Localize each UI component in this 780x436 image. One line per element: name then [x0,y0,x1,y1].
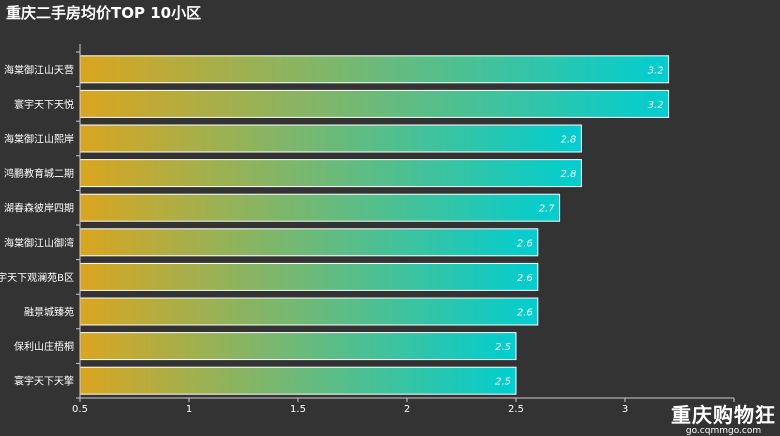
data-label: 2.5 [495,377,511,388]
bar [79,332,517,361]
x-tick-label: 2 [404,404,410,415]
bar [79,124,582,153]
y-tick-label: 寰宇天下天悦 [14,98,74,111]
y-tick-label: 宇天下观澜苑B区 [0,271,74,284]
chart-title: 重庆二手房均价TOP 10小区 [6,4,202,22]
y-tick-label: 海棠御江山天营 [4,63,74,76]
bar [79,55,670,84]
y-tick-label: 寰宇天下天擎 [14,375,74,388]
bar [79,262,539,291]
axis-layer: 0.5 1 1.5 2 2.5 3 [72,44,735,415]
data-label: 3.2 [648,100,664,111]
watermark-text: 重庆购物狂 [671,403,776,427]
x-tick-label: 1 [186,404,192,415]
y-tick-label: 海棠御江山熙岸 [4,133,74,146]
bars-layer: 3.2 海棠御江山天营 3.2 寰宇天下天悦 2.8 海棠御江山熙岸 2.8 鸿鹏教育城二期 2… [0,55,670,395]
watermark-url: go.cqmmgo.com [685,426,762,436]
data-label: 2.7 [539,204,556,215]
x-tick-label: 2.5 [508,404,524,415]
bar [79,193,561,222]
data-label: 2.6 [517,238,533,249]
bar [79,159,582,188]
y-tick-label: 融景城臻苑 [24,306,74,319]
data-label: 2.8 [560,135,576,146]
y-tick-label: 保利山庄梧桐 [14,340,74,353]
data-label: 2.5 [495,342,511,353]
data-label: 2.6 [517,308,533,319]
data-label: 2.8 [560,169,576,180]
bar [79,228,539,257]
bar [79,366,517,395]
bar [79,89,670,118]
x-tick-label: 1.5 [290,404,306,415]
data-label: 2.6 [517,273,533,284]
x-tick-label: 3 [622,404,628,415]
bar [79,297,539,326]
watermark-logo: 重庆购物狂 go.cqmmgo.com [671,404,776,436]
y-tick-label: 海棠御江山御湾 [4,236,74,249]
x-tick-label: 0.5 [72,404,88,415]
y-tick-label: 鸿鹏教育城二期 [4,167,74,180]
y-tick-label: 湖春森彼岸四期 [4,202,74,215]
data-label: 3.2 [648,65,664,76]
